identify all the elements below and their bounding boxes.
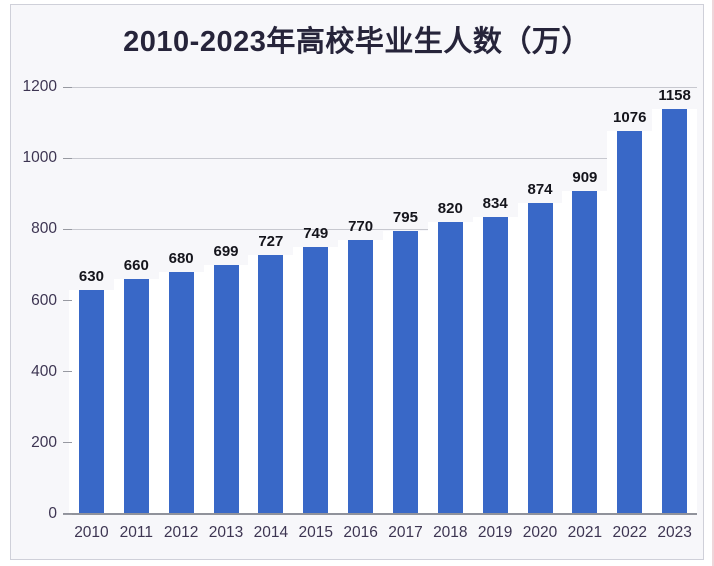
x-axis-tick-label: 2018 [433,524,468,541]
x-axis-tick-label: 2019 [477,524,513,541]
gridline [63,157,697,159]
bar-gap-background [652,109,698,514]
y-axis-tick-label: 400 [31,362,57,380]
bar-gap-background [383,231,428,514]
bar-value-label: 909 [572,168,598,186]
bar-gap-background [248,255,294,514]
bar-column: 1076 [607,87,653,514]
bar-column: 680 [158,87,204,514]
bar [213,265,239,514]
bar [617,131,643,514]
bar-gap-background [69,289,114,514]
bar-value-label: 699 [213,243,239,261]
y-axis-tick-label: 0 [48,505,57,522]
bar [348,240,374,514]
bar-value-label: 749 [303,225,329,243]
page-right-edge [712,0,714,566]
x-axis-tick-label: 2014 [253,524,289,541]
chart-title: 2010-2023年高校毕业生人数（万） [123,26,591,58]
y-axis-tick-label: 200 [31,433,57,451]
bar-column: 795 [383,87,428,514]
bar-value-label: 660 [123,257,149,275]
bar [437,222,463,514]
bar-value-label: 770 [348,218,374,236]
bar-value-label: 874 [527,181,553,199]
x-axis-tick-label: 2015 [298,524,333,541]
bar-value-label: 727 [258,233,284,251]
bar-gap-background [472,217,518,514]
bar-column: 630 [69,87,114,514]
bar-column: 820 [427,87,473,514]
bar-gap-background [338,240,384,514]
bar-value-label: 1076 [613,109,647,127]
x-axis-tick-label: 2022 [612,524,647,541]
bar-gap-background [113,279,159,514]
bar [392,231,418,514]
x-axis-tick-label: 2017 [388,524,423,541]
bar [482,217,508,514]
bar-column: 1158 [652,87,698,514]
bar-column: 874 [517,87,563,514]
bar-value-label: 630 [78,267,104,285]
x-axis-tick-label: 2011 [119,524,153,541]
bar-gap-background [427,222,473,514]
y-axis-tick-mark [63,86,72,88]
y-axis-tick-label: 1200 [22,78,57,95]
bar-value-label: 795 [392,209,418,227]
y-axis-tick-mark [63,442,72,444]
bar-value-label: 680 [168,250,194,268]
x-axis-line [63,513,697,515]
bar-gap-background [293,247,339,514]
bar-gap-background [203,265,249,514]
bar-column: 834 [472,87,518,514]
y-axis-tick-mark [63,371,72,373]
bar-column: 660 [113,87,159,514]
x-axis-tick-label: 2012 [163,524,199,541]
bar-gap-background [517,203,563,514]
bar [303,247,329,514]
bar-column: 699 [203,87,249,514]
y-axis-tick-mark [63,300,72,301]
bar-gap-background [562,190,608,514]
bar-column: 770 [338,87,384,514]
bar [662,109,688,514]
bar-gap-background [158,272,204,514]
gridline [63,86,697,88]
y-axis-tick-mark [63,157,72,159]
x-axis-tick-label: 2013 [208,524,244,541]
bar [527,203,553,514]
x-axis-tick-label: 2021 [567,524,603,541]
bar-value-label: 834 [482,195,508,213]
bar-gap-background [607,131,653,514]
bar-column: 909 [562,87,608,514]
y-axis-tick-mark [63,228,72,230]
x-axis-tick-label: 2020 [522,524,558,541]
x-axis-tick-label: 2016 [343,524,378,541]
bar-column: 727 [248,87,294,514]
x-axis: 2010 2011 2012 2013 2014 2015 2016 2017 2018 2019… [69,520,697,546]
y-axis-tick-mark [63,513,72,515]
bar [78,289,104,514]
chart-card: 2010-2023年高校毕业生人数（万） 0 200 400 600 800 1000 12… [10,4,704,560]
bar [258,255,284,514]
bars-row: 630 660 680 699 727 749 770 795 820 834 874 909 1076… [69,87,698,514]
bar-value-label: 820 [437,200,463,218]
bar-column: 749 [293,87,339,514]
y-axis: 0 200 400 600 800 1000 1200 [17,78,57,522]
bar [123,279,149,514]
y-axis-tick-label: 1000 [22,149,57,167]
y-axis-tick-label: 800 [31,220,57,238]
y-axis-tick-label: 600 [31,291,57,309]
bar [168,272,194,514]
x-axis-tick-label: 2023 [657,524,692,541]
bar-value-label: 1158 [658,87,691,104]
gridline [63,228,697,230]
bar [572,190,598,514]
plot-area: 630 660 680 699 727 749 770 795 820 834 874 909 1076… [63,86,698,515]
x-axis-tick-label: 2010 [74,524,109,541]
